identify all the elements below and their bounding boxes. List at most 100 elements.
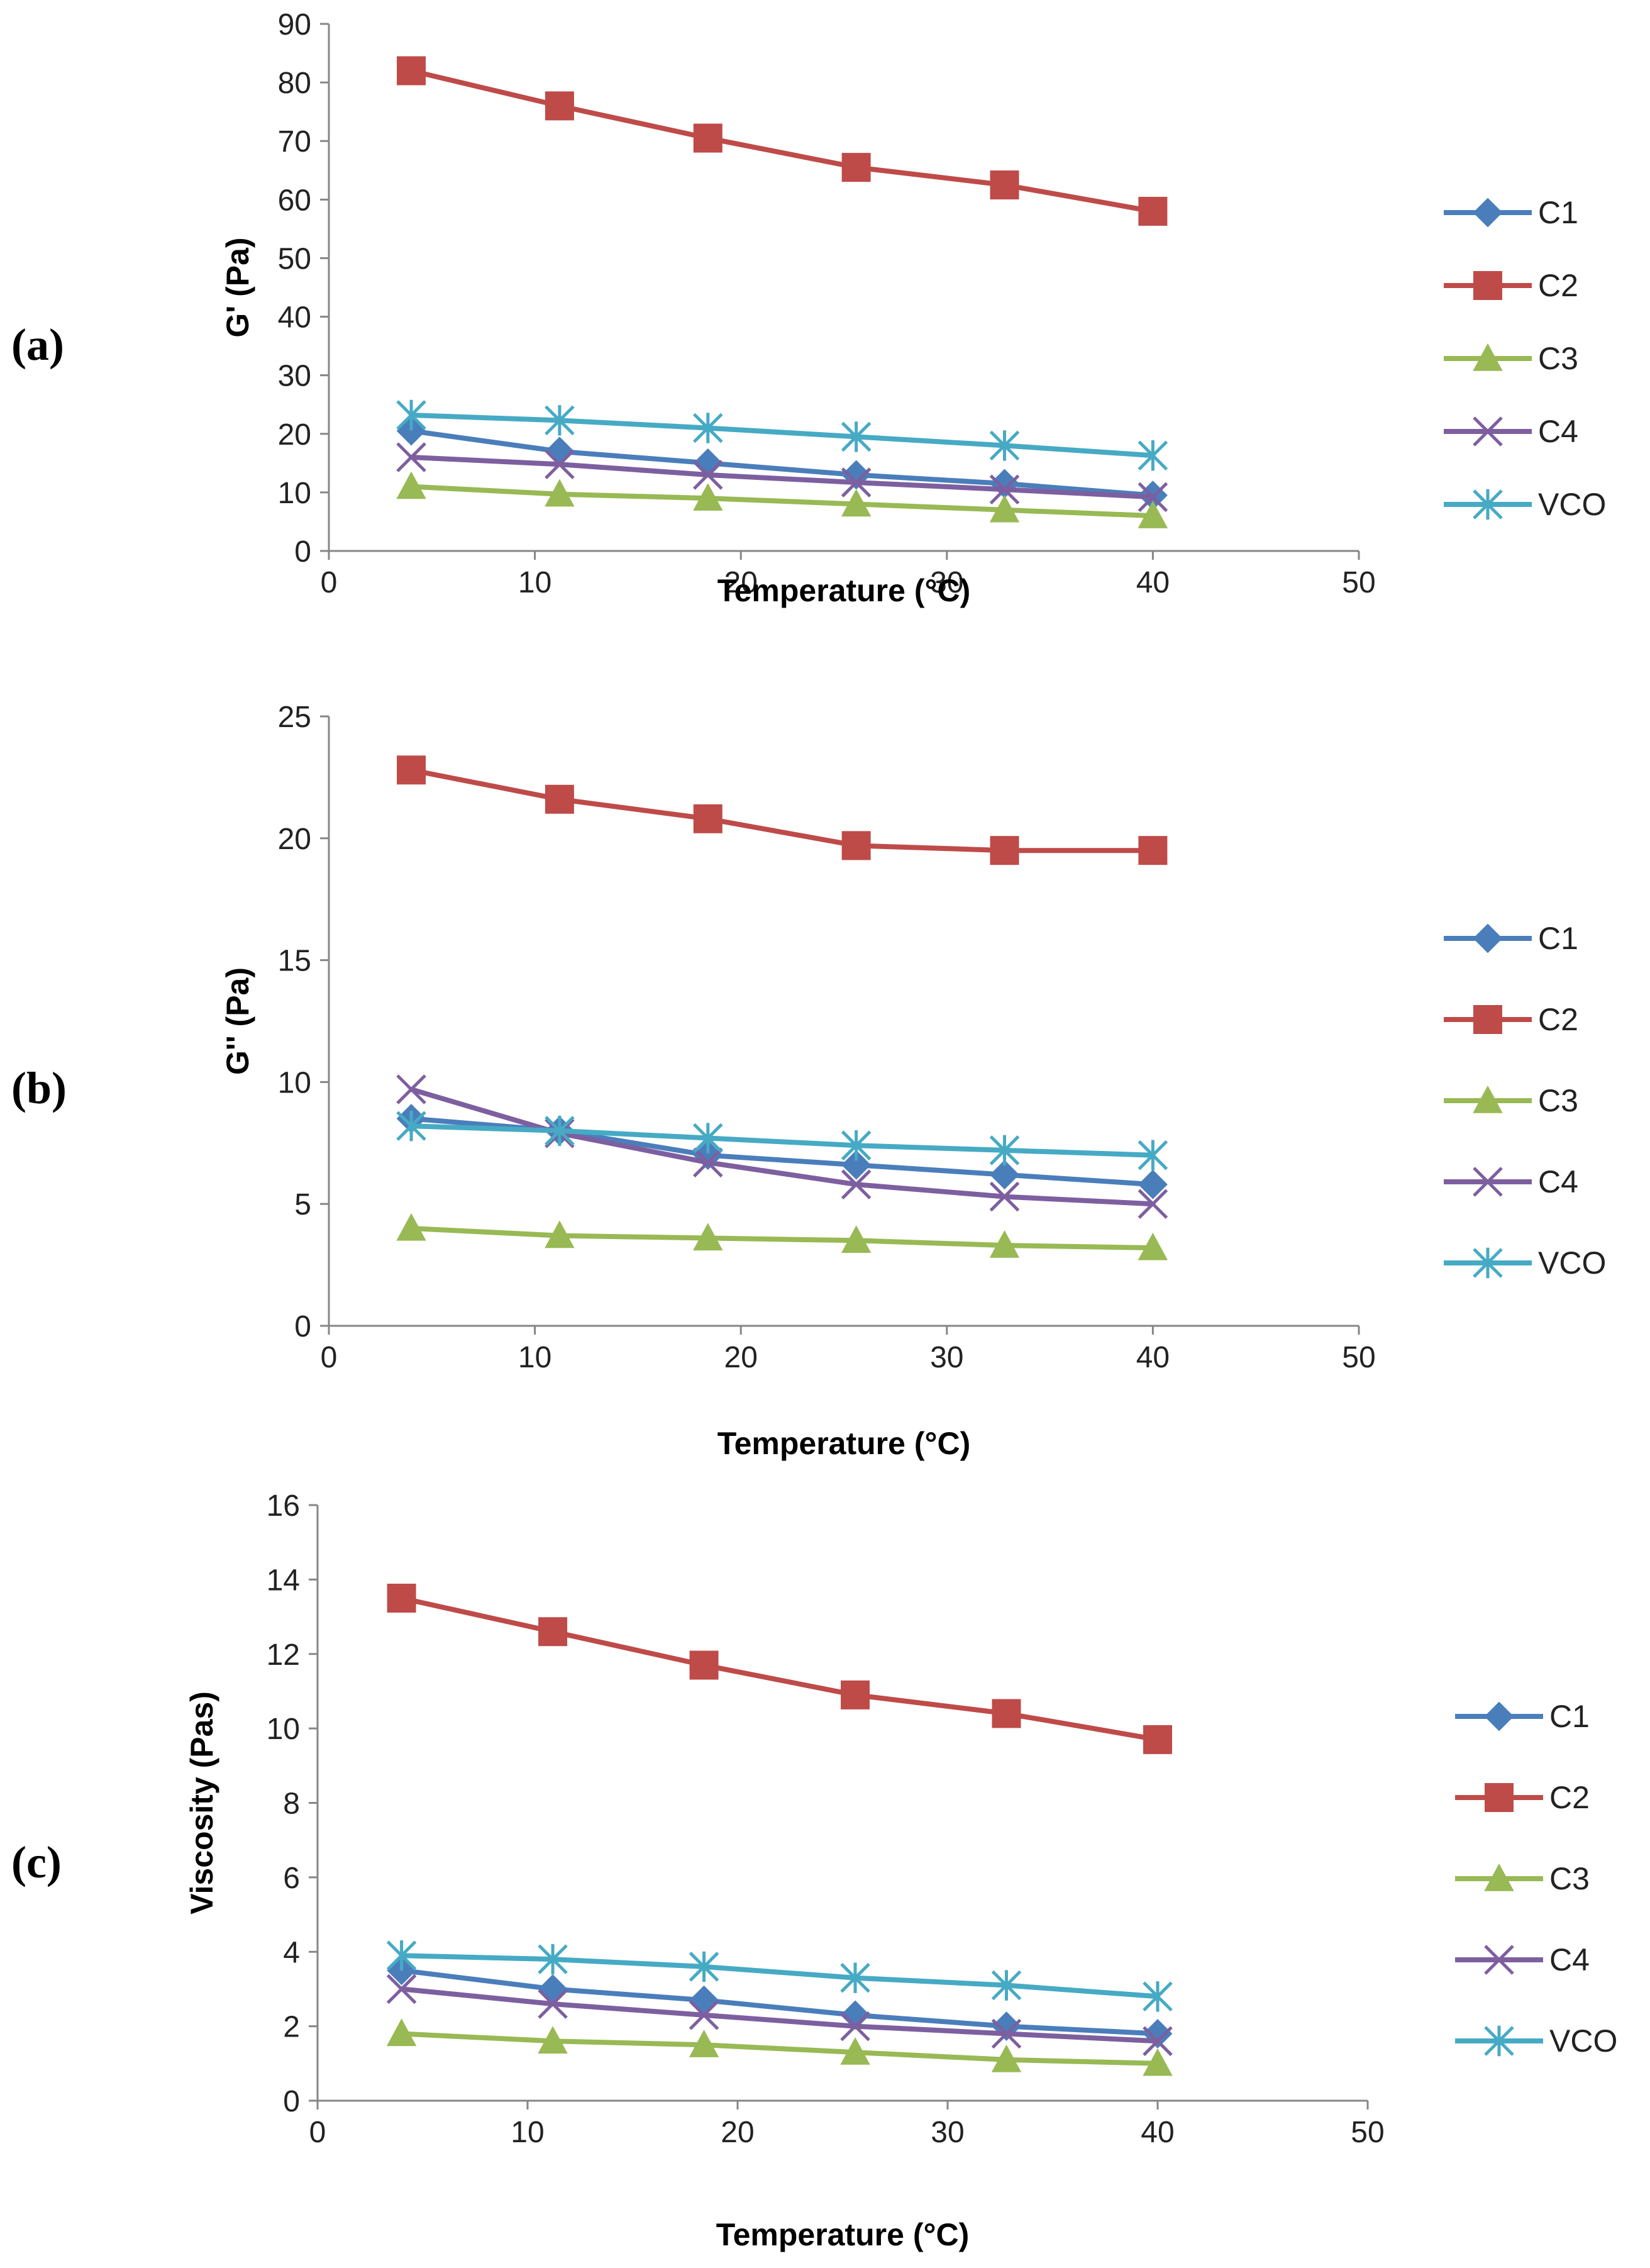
data-point-c2 <box>1143 1725 1172 1754</box>
data-point-c4 <box>989 474 1020 505</box>
data-point-vco <box>396 1110 426 1142</box>
x-tick-label: 30 <box>930 1341 963 1374</box>
y-tick-label: 50 <box>278 242 311 275</box>
legend-label-c3: C3 <box>1538 1083 1578 1118</box>
series-line-c3 <box>409 484 1156 519</box>
legend-marker-c4 <box>1484 1945 1514 1975</box>
chart-panel-2: 0 5 10 15 20 25 0 10 20 30 40 50 Temperature (°C) G''… <box>11 701 1606 1461</box>
data-point-c3 <box>396 471 426 499</box>
data-point-vco <box>386 1940 417 1971</box>
data-point-c2 <box>990 836 1019 865</box>
data-point-c4 <box>1138 482 1168 513</box>
legend-label-c3: C3 <box>1538 341 1578 376</box>
y-tick-label: 2 <box>283 2011 300 2044</box>
data-point-c4 <box>841 1169 872 1199</box>
y-tick-label: 12 <box>267 1638 300 1672</box>
data-point-vco <box>545 405 575 436</box>
legend-marker-c3 <box>1473 343 1503 371</box>
data-point-c4 <box>991 2018 1022 2049</box>
x-tick-label: 40 <box>1136 566 1170 599</box>
data-point-c1 <box>545 436 575 467</box>
data-point-c1 <box>689 1985 719 2015</box>
data-point-c2 <box>545 91 574 121</box>
legend-label-c4: C4 <box>1538 1164 1578 1199</box>
x-tick-label: 50 <box>1342 1341 1375 1374</box>
data-point-vco <box>841 1130 872 1161</box>
x-axis-title: Temperature (°C) <box>717 1426 970 1461</box>
data-point-c2 <box>841 1680 870 1709</box>
y-tick-label: 10 <box>278 1066 311 1099</box>
y-axis-title: Viscosity (Pas) <box>184 1691 219 1915</box>
data-point-c4 <box>689 2000 719 2030</box>
series-line-c1 <box>409 428 1156 498</box>
legend-marker-vco <box>1473 489 1503 520</box>
data-point-c2 <box>538 1617 568 1647</box>
y-tick-label: 90 <box>278 8 311 42</box>
legend-marker-c2 <box>1473 271 1502 300</box>
data-point-c3 <box>693 483 723 511</box>
data-point-c2 <box>387 1583 416 1613</box>
data-point-c2 <box>1138 836 1168 865</box>
legend-marker-c1 <box>1484 1701 1514 1732</box>
data-point-c4 <box>841 467 872 498</box>
y-tick-label: 8 <box>283 1787 300 1821</box>
legend-label-c2: C2 <box>1549 1780 1590 1815</box>
legend-marker-c2 <box>1485 1783 1514 1812</box>
data-point-c3 <box>989 1230 1020 1258</box>
x-tick-label: 40 <box>1141 2116 1174 2149</box>
data-point-c1 <box>1138 1169 1168 1199</box>
data-point-c4 <box>386 1974 417 2004</box>
data-point-c3 <box>840 2037 870 2065</box>
data-point-c3 <box>693 1223 723 1251</box>
y-tick-label: 60 <box>278 184 311 217</box>
data-point-c2 <box>992 1699 1021 1728</box>
y-tick-label: 20 <box>278 418 311 452</box>
legend-marker-c3 <box>1484 1863 1514 1891</box>
chart-panel-1: 0 10 20 30 40 50 60 70 80 90 0 10 20 30 40 50 Temperatur… <box>11 8 1606 608</box>
data-point-c3 <box>538 2026 568 2054</box>
data-point-vco <box>396 399 426 431</box>
data-point-c3 <box>689 2030 719 2057</box>
y-tick-label: 16 <box>267 1489 300 1523</box>
data-point-c2 <box>990 170 1019 200</box>
y-tick-label: 10 <box>267 1713 300 1746</box>
data-point-c3 <box>1143 2048 1173 2076</box>
data-point-c1 <box>538 1974 568 2004</box>
legend-marker-c3 <box>1473 1085 1503 1113</box>
legend-marker-vco <box>1473 1247 1503 1279</box>
x-tick-label: 20 <box>724 1341 758 1374</box>
data-point-c2 <box>397 56 426 86</box>
series-line-c4 <box>409 455 1156 500</box>
x-tick-label: 10 <box>518 1341 551 1374</box>
x-axis-title: Temperature (°C) <box>716 2217 969 2252</box>
data-point-c4 <box>693 1147 723 1178</box>
series-line-c2 <box>399 1596 1160 1742</box>
series-line-vco <box>399 1953 1160 1999</box>
data-point-c3 <box>841 1225 872 1254</box>
data-point-c1 <box>990 469 1019 499</box>
data-point-c3 <box>545 479 575 507</box>
x-tick-label: 30 <box>930 566 963 599</box>
legend-marker-c2 <box>1473 1005 1502 1034</box>
series-line-c4 <box>409 1087 1156 1207</box>
y-axis-title: G'' (Pa) <box>220 967 255 1075</box>
x-tick-label: 20 <box>721 2116 754 2149</box>
data-point-c1 <box>840 2000 870 2030</box>
series-line-c1 <box>399 1967 1160 2037</box>
x-tick-label: 40 <box>1136 1341 1170 1374</box>
legend-marker-c1 <box>1473 197 1503 228</box>
data-point-c3 <box>989 494 1020 523</box>
x-tick-label: 0 <box>321 566 338 599</box>
y-tick-label: 0 <box>294 535 311 569</box>
data-point-c4 <box>989 1181 1020 1212</box>
y-tick-label: 25 <box>278 701 311 734</box>
data-point-c1 <box>990 1160 1019 1190</box>
x-tick-label: 10 <box>518 566 551 599</box>
series-line-c3 <box>409 1226 1156 1250</box>
data-point-vco <box>1138 1140 1168 1170</box>
data-point-c2 <box>397 755 426 785</box>
x-tick-label: 50 <box>1351 2116 1384 2149</box>
legend-marker-c1 <box>1473 923 1503 953</box>
data-point-c3 <box>545 1220 575 1248</box>
